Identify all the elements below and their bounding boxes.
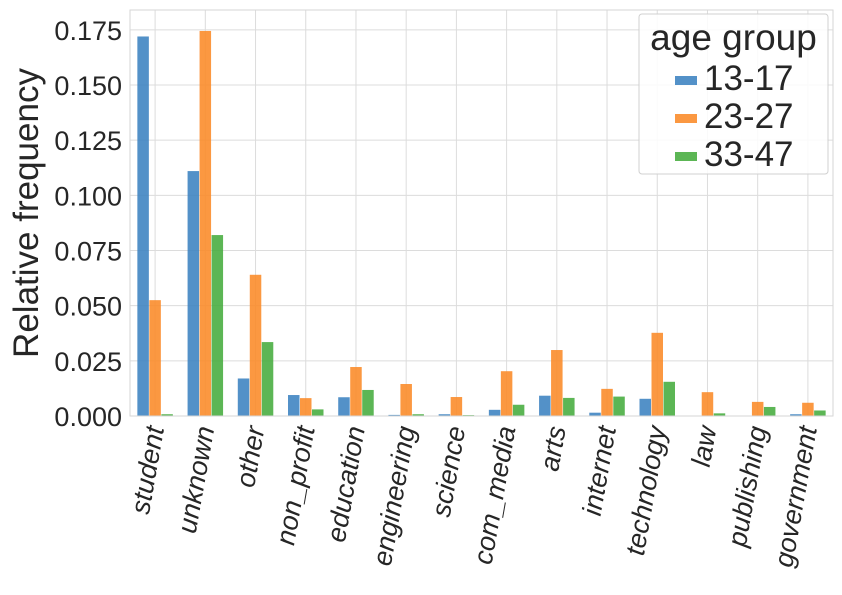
bar-33-47-other	[261, 342, 274, 416]
y-tick-label: 0.025	[54, 347, 122, 377]
x-axis: student unknown other non_profit educationen…	[125, 422, 823, 569]
bar-33-47-education	[362, 389, 374, 416]
legend-swatch-33-47	[675, 152, 697, 161]
x-tick-label: unknown	[172, 424, 220, 536]
bar-23-27-education	[350, 367, 362, 416]
y-tick-label: 0.125	[54, 126, 122, 156]
bar-13-17-internet	[589, 412, 601, 416]
bar-23-27-arts	[551, 350, 563, 416]
grid	[130, 10, 833, 417]
bar-33-47-government	[814, 410, 826, 416]
x-tick-label: student	[125, 422, 170, 516]
plot-frame	[129, 9, 834, 417]
y-tick-label: 0.050	[54, 292, 122, 322]
x-tick-label: engineering	[367, 424, 421, 568]
bar-23-27-other	[249, 274, 262, 416]
bar-23-27-government	[802, 402, 814, 416]
bar-33-47-unknown	[211, 235, 224, 416]
bar-33-47-com_media	[512, 404, 525, 416]
bar-23-27-com_media	[500, 371, 513, 416]
bar-13-17-other	[237, 378, 250, 416]
bars	[137, 30, 826, 417]
bar-23-27-law	[701, 392, 714, 416]
bar-13-17-arts	[539, 395, 551, 416]
legend-swatch-13-17	[675, 76, 697, 85]
bar-13-17-education	[338, 397, 350, 416]
y-axis: 0.000 0.025 0.050 0.075 0.100 0.125 0.150 0.175	[54, 16, 122, 432]
bar-23-27-science	[450, 397, 463, 416]
y-axis-label: Relative frequency	[7, 68, 46, 358]
bar-33-47-law	[713, 413, 726, 416]
y-tick-label: 0.175	[54, 16, 122, 46]
bar-33-47-student	[161, 414, 173, 416]
y-tick-label: 0.100	[54, 181, 122, 211]
x-tick-label: law	[686, 422, 723, 469]
x-tick-label: internet	[577, 422, 622, 517]
x-tick-label: arts	[534, 424, 571, 474]
x-tick-label: government	[768, 422, 823, 569]
bar-23-27-technology	[651, 332, 663, 416]
x-tick-label: education	[321, 424, 371, 545]
x-tick-label: other	[230, 423, 270, 490]
legend-label-13-17: 13-17	[704, 59, 794, 98]
y-tick-label: 0.150	[54, 71, 122, 101]
bar-33-47-internet	[613, 396, 625, 416]
bar-23-27-non_profit	[300, 398, 312, 416]
x-tick-label: science	[426, 424, 471, 519]
bar-33-47-publishing	[763, 406, 776, 416]
x-tick-label: non_profit	[270, 422, 321, 547]
bar-13-17-com_media	[488, 409, 501, 416]
bar-23-27-unknown	[199, 30, 212, 417]
legend-swatch-23-27	[675, 114, 697, 123]
legend-title: age group	[650, 17, 817, 58]
bar-33-47-non_profit	[312, 409, 324, 416]
y-tick-label: 0.075	[54, 237, 122, 267]
legend-box	[638, 13, 829, 175]
bar-23-27-publishing	[751, 401, 764, 416]
x-tick-label: technology	[620, 422, 672, 557]
bar-23-27-student	[149, 300, 161, 416]
bar-33-47-engineering	[412, 414, 424, 416]
bar-13-17-student	[137, 36, 149, 416]
bar-13-17-unknown	[187, 171, 200, 416]
bar-33-47-technology	[663, 381, 675, 416]
x-tick-label: publishing	[722, 424, 773, 550]
bar-23-27-internet	[601, 388, 613, 416]
bar-13-17-non_profit	[288, 395, 300, 416]
y-tick-label: 0.000	[54, 402, 122, 432]
bar-13-17-engineering	[388, 414, 400, 416]
bar-23-27-engineering	[400, 384, 412, 416]
bar-13-17-technology	[639, 398, 651, 416]
x-tick-label: com_media	[468, 424, 522, 567]
bar-33-47-arts	[563, 397, 575, 416]
bar-13-17-government	[790, 414, 802, 416]
legend-label-33-47: 33-47	[704, 135, 794, 174]
bar-13-17-science	[438, 414, 451, 416]
legend-label-23-27: 23-27	[704, 97, 794, 136]
